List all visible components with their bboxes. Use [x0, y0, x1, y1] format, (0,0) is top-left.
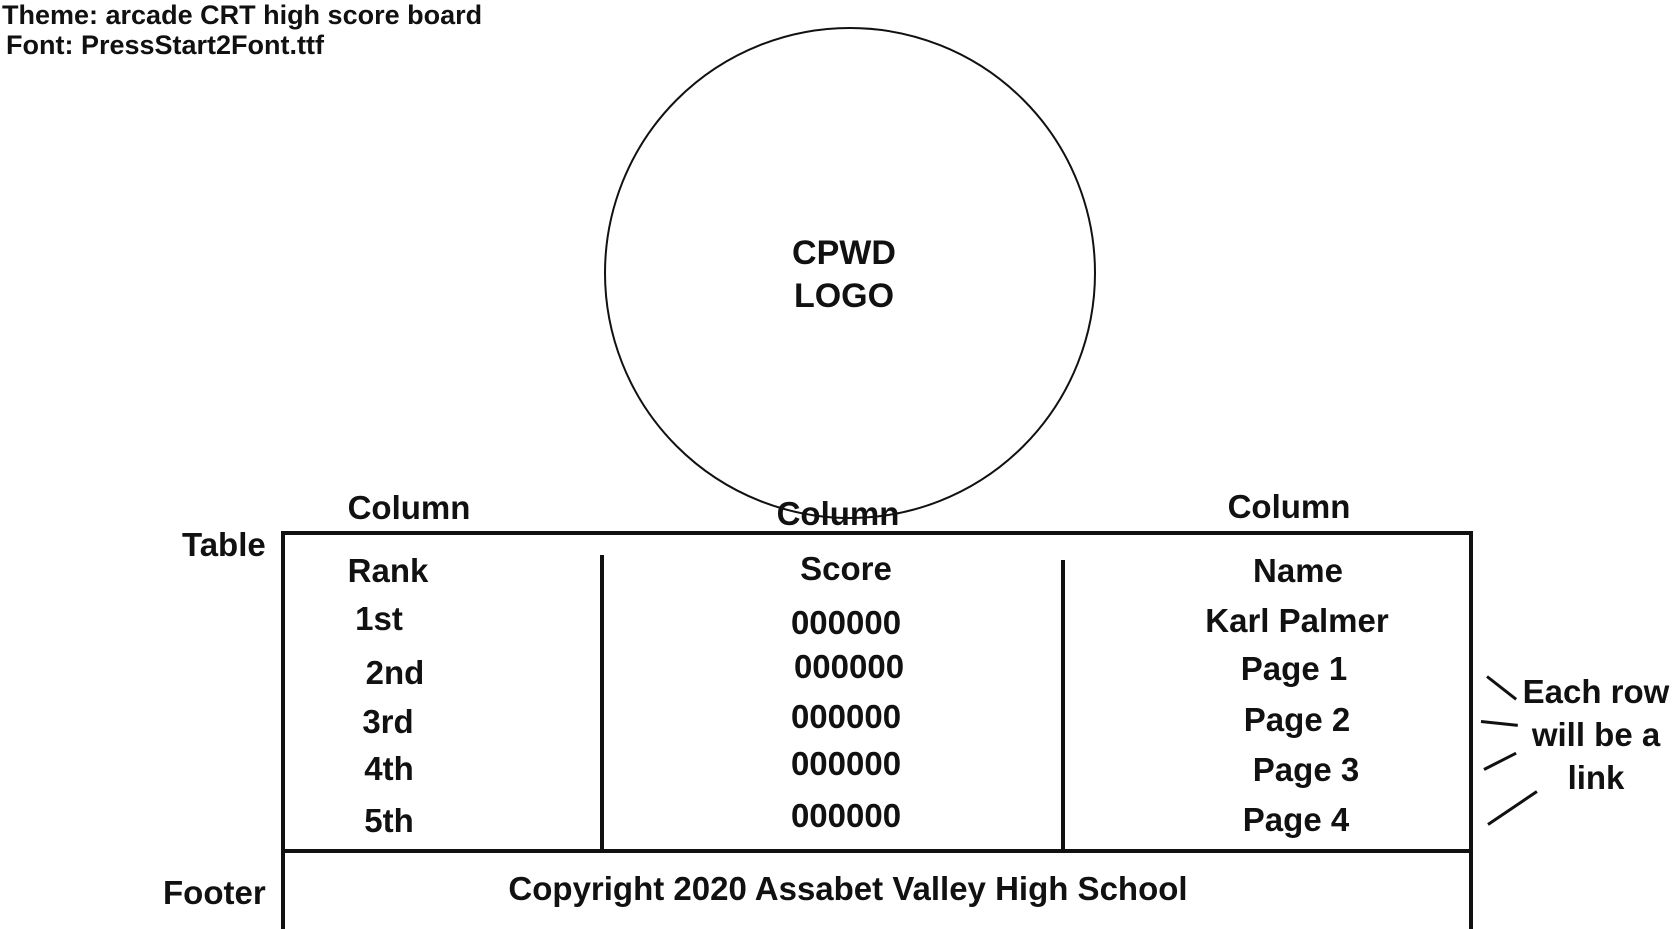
column-label-score: Column — [776, 495, 900, 532]
column-divider-1 — [600, 555, 604, 851]
row-link-annotation: Each row will be a link — [1523, 670, 1670, 799]
table-label: Table — [182, 526, 266, 563]
footer-box — [281, 849, 1473, 929]
theme-note: Theme: arcade CRT high score board — [2, 0, 483, 30]
row-2-rank[interactable]: 2nd — [365, 654, 425, 691]
row-2-name[interactable]: Page 1 — [1240, 650, 1348, 687]
row-4-rank[interactable]: 4th — [364, 750, 414, 787]
annotation-line-2: will be a — [1531, 716, 1661, 753]
footer-copyright: Copyright 2020 Assabet Valley High Schoo… — [508, 870, 1188, 907]
row-3-score[interactable]: 000000 — [790, 698, 902, 735]
row-1-rank[interactable]: 1st — [355, 600, 403, 637]
font-note: Font: PressStart2Font.ttf — [6, 30, 325, 60]
column-divider-2 — [1061, 560, 1065, 851]
logo-placeholder-circle — [604, 27, 1096, 519]
row-5-score[interactable]: 000000 — [790, 797, 902, 834]
row-5-name[interactable]: Page 4 — [1242, 801, 1350, 838]
row-3-rank[interactable]: 3rd — [362, 703, 414, 740]
annotation-line-1: Each row — [1522, 673, 1670, 710]
header-rank: Rank — [347, 552, 429, 589]
footer-label: Footer — [163, 874, 266, 911]
logo-label: CPWD LOGO — [792, 232, 896, 318]
column-label-rank: Column — [347, 489, 471, 526]
annotation-arrow-1 — [1486, 675, 1518, 701]
logo-label-line2: LOGO — [793, 277, 895, 315]
logo-label-line1: CPWD — [792, 234, 896, 272]
row-2-score[interactable]: 000000 — [793, 648, 905, 685]
row-1-name[interactable]: Karl Palmer — [1205, 602, 1389, 639]
annotation-arrow-3 — [1483, 751, 1517, 771]
column-label-name: Column — [1227, 488, 1351, 525]
row-1-score[interactable]: 000000 — [790, 604, 902, 641]
annotation-line-3: link — [1567, 759, 1625, 796]
header-name: Name — [1253, 552, 1343, 589]
annotation-arrow-2 — [1480, 720, 1518, 727]
header-score: Score — [800, 550, 892, 587]
row-4-score[interactable]: 000000 — [790, 745, 902, 782]
row-4-name[interactable]: Page 3 — [1252, 751, 1360, 788]
row-5-rank[interactable]: 5th — [364, 802, 414, 839]
row-3-name[interactable]: Page 2 — [1243, 701, 1351, 738]
